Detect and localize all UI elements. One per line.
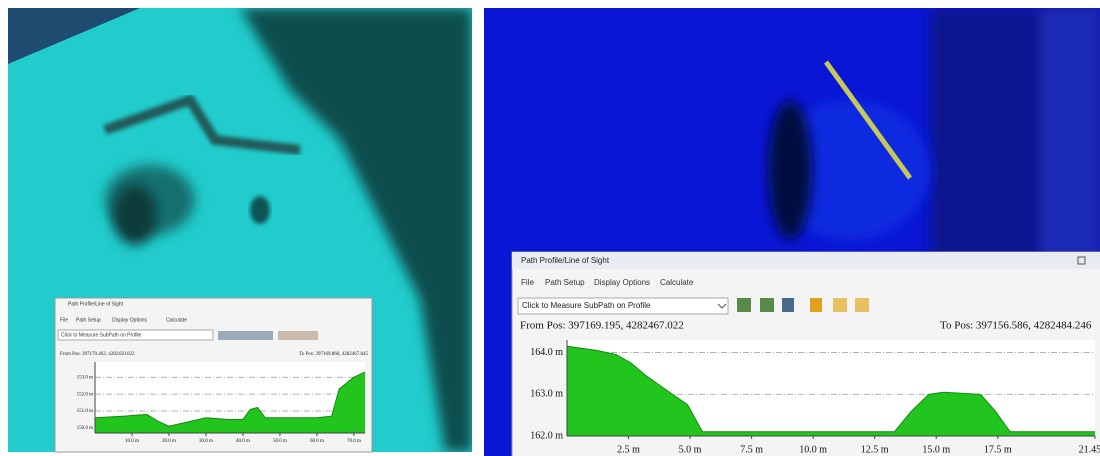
x-tick-label: 30.0 m — [199, 439, 213, 444]
menu-item[interactable]: Display Options — [112, 317, 148, 323]
x-tick-label: 20.0 m — [162, 439, 176, 444]
dropdown-text: Click to Measure SubPath on Profile — [61, 332, 142, 338]
tool-icon[interactable] — [810, 298, 822, 312]
tool-icon[interactable] — [782, 298, 794, 312]
page: Path Profile/Line of Sight File Path Set… — [0, 0, 1100, 456]
tool-icon[interactable] — [833, 298, 847, 312]
y-tick-label: 153.0 m — [77, 375, 94, 380]
y-tick-label: 151.0 m — [77, 409, 94, 414]
x-tick-label: 2.5 m — [617, 444, 640, 455]
x-tick-label: 17.5 m — [984, 444, 1012, 455]
from-pos: From Pos: 397170.462, 4282450.022 — [60, 352, 135, 357]
x-tick-label: 10.0 m — [125, 439, 139, 444]
x-tick-label: 70.0 m — [347, 439, 361, 444]
from-pos: From Pos: 397169.195, 4282467.022 — [520, 320, 684, 332]
menu-item[interactable]: Path Setup — [76, 317, 101, 323]
window-title: Path Profile/Line of Sight — [521, 256, 610, 265]
menu-item[interactable]: File — [60, 317, 68, 323]
tool-icon[interactable] — [855, 298, 869, 312]
dropdown-text: Click to Measure SubPath on Profile — [522, 301, 651, 310]
menu-item[interactable]: Display Options — [594, 278, 650, 287]
y-tick-label: 150.0 m — [77, 426, 94, 431]
y-tick-label: 163.0 m — [530, 389, 563, 400]
menu-item[interactable]: Path Setup — [545, 278, 585, 287]
y-tick-label: 152.0 m — [77, 392, 94, 397]
x-tick-label: 40.0 m — [236, 439, 250, 444]
x-tick-label: 21.45 m — [1079, 444, 1100, 455]
menu-item[interactable]: Calculate — [166, 317, 187, 323]
x-tick-label: 7.5 m — [740, 444, 763, 455]
x-tick-label: 12.5 m — [861, 444, 889, 455]
menu-item[interactable]: File — [521, 278, 534, 287]
y-tick-label: 162.0 m — [530, 430, 563, 441]
menu-item[interactable]: Calculate — [660, 278, 694, 287]
y-tick-label: 164.0 m — [530, 347, 563, 358]
x-tick-label: 5.0 m — [679, 444, 702, 455]
x-tick-label: 10.0 m — [799, 444, 827, 455]
x-tick-label: 50.0 m — [273, 439, 287, 444]
window-title: Path Profile/Line of Sight — [68, 301, 124, 307]
tool-icon[interactable] — [737, 298, 751, 312]
to-pos: To Pos: 397169.860, 4282467.845 — [299, 352, 368, 357]
x-tick-label: 60.0 m — [310, 439, 324, 444]
to-pos: To Pos: 397156.586, 4282484.246 — [940, 320, 1092, 332]
toolbar-icons[interactable] — [278, 331, 318, 340]
toolbar-icons[interactable] — [218, 331, 273, 340]
screenshot: Path Profile/Line of Sight File Path Set… — [0, 0, 1100, 456]
tool-icon[interactable] — [760, 298, 774, 312]
x-tick-label: 15.0 m — [922, 444, 950, 455]
